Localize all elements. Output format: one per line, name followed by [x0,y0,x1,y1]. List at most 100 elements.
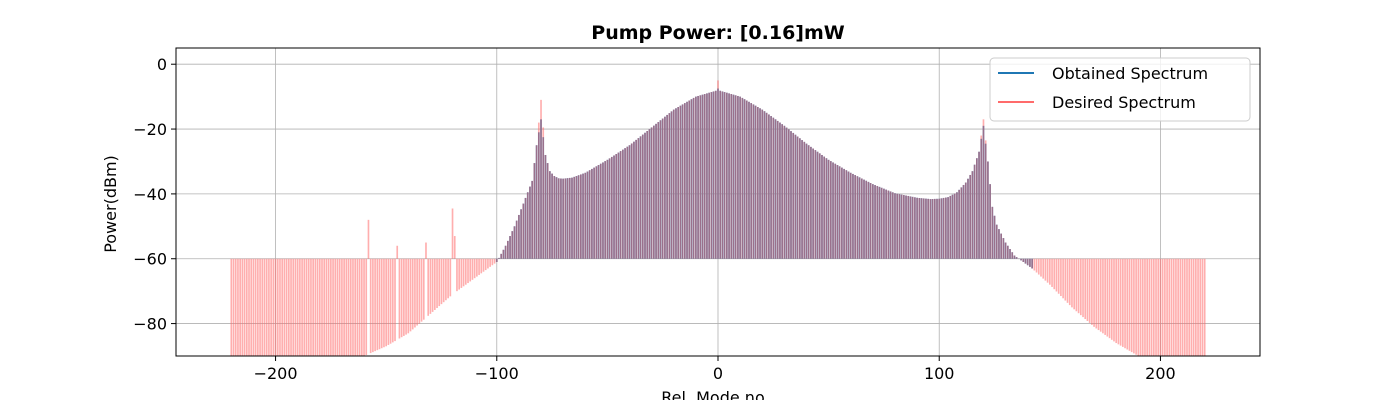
bar-desired [1106,258,1109,337]
bar-desired [834,163,837,259]
bar-desired [279,258,281,356]
bar-desired [865,180,868,259]
bar-desired [752,104,755,259]
y-tick-label: −80 [133,315,167,334]
bar-desired [982,119,985,259]
bar-desired [436,258,438,309]
bar-desired [993,215,996,259]
bar-desired [427,258,430,316]
bar-desired [571,177,573,259]
bar-desired [894,193,896,259]
bar-desired [442,258,445,303]
bar-desired [1060,258,1062,297]
bar-desired [1197,258,1199,356]
bar-desired [332,258,334,356]
bar-desired [807,145,810,259]
bar-desired [852,173,854,259]
bar-desired [1097,258,1100,331]
bar-desired [902,195,905,259]
x-tick-label: 200 [1145,364,1176,383]
bar-desired [1011,252,1014,259]
bar-desired [653,125,655,259]
bar-desired [354,258,357,356]
bar-desired [1022,258,1025,262]
bar-desired [796,136,799,259]
bar-desired [787,129,790,259]
bar-desired [699,95,702,259]
bar-desired [1091,258,1093,325]
bar-desired [710,92,713,259]
bar-desired [374,258,376,352]
bar-desired [774,119,777,259]
bar-desired [1004,242,1007,259]
bar-desired [821,154,823,259]
bar-desired [874,185,876,259]
bar-desired [717,80,719,259]
bar-desired [504,245,507,259]
bar-desired [577,175,580,259]
bar-desired [482,258,485,272]
bar-desired [1168,258,1171,356]
bar-desired [905,195,907,259]
bar-desired [730,94,733,259]
bar-desired [940,198,943,259]
bar-desired [507,240,509,259]
bar-desired [745,100,748,259]
bar-desired [695,96,697,259]
bar-desired [1164,258,1166,356]
bar-desired [914,197,916,259]
bar-desired [560,178,562,259]
bar-desired [407,258,410,334]
bar-desired [524,197,527,259]
bar-desired [938,198,941,259]
bar-desired [458,258,460,290]
bar-desired [338,258,341,356]
bar-desired [456,258,458,292]
bar-desired [367,219,370,259]
bar-desired [484,258,487,271]
bar-desired [537,122,540,259]
bar-desired [929,199,932,259]
bar-desired [1009,249,1011,259]
bar-desired [531,180,534,259]
bar-desired [672,109,675,259]
bar-desired [679,105,682,259]
bar-desired [502,249,505,259]
bar-desired [281,258,284,356]
bar-desired [1117,258,1120,345]
bar-desired [644,132,646,259]
bar-desired [1013,255,1016,259]
bar-desired [564,178,567,259]
bar-desired [610,156,613,259]
bar-desired [829,161,832,259]
bar-desired [860,178,863,259]
bar-desired [1115,258,1118,344]
y-axis-label: Power(dBm) [101,155,120,253]
bar-desired [1155,258,1157,356]
bar-desired [648,129,651,259]
y-tick-label: −60 [133,250,167,269]
y-tick-label: −20 [133,120,167,139]
bar-desired [657,122,660,259]
bar-desired [1049,258,1051,285]
bar-desired [310,258,312,356]
bar-desired [856,176,859,259]
bar-desired [1099,258,1102,332]
bar-desired [995,224,998,259]
bar-desired [325,258,328,356]
bar-desired [759,108,761,259]
bar-desired [566,178,569,259]
bar-desired [540,99,542,259]
legend-label-desired: Desired Spectrum [1052,93,1196,112]
x-axis-label: Rel. Mode no [661,388,764,400]
bar-desired [1183,258,1186,356]
bar-desired [883,188,885,259]
bar-desired [843,168,845,259]
bar-desired [661,118,664,259]
bar-desired [420,258,423,322]
bar-desired [239,258,241,356]
x-tick-label: −200 [254,364,298,383]
bar-desired [588,170,591,259]
bar-desired [714,90,717,259]
bar-desired [422,258,425,320]
